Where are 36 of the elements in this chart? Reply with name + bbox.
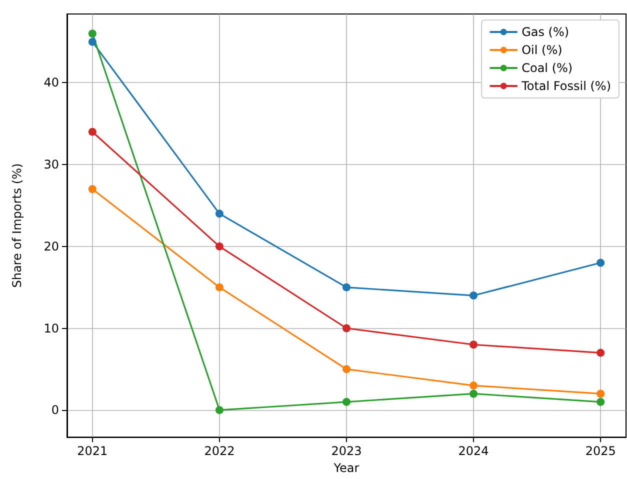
x-tick-label: 2023 <box>331 444 362 458</box>
x-tick-label: 2021 <box>77 444 108 458</box>
point <box>88 30 96 38</box>
y-tick-label: 30 <box>44 158 59 172</box>
legend-label: Coal (%) <box>522 61 573 75</box>
point <box>88 38 96 46</box>
point <box>596 348 605 357</box>
point <box>596 398 605 406</box>
point <box>342 398 350 406</box>
legend-label: Total Fossil (%) <box>520 79 612 93</box>
point <box>342 324 350 332</box>
point <box>470 382 478 390</box>
point <box>342 283 350 292</box>
x-tick-label: 2024 <box>458 444 489 458</box>
point <box>596 258 605 267</box>
legend-label: Gas (%) <box>522 25 570 39</box>
point <box>342 365 350 374</box>
point <box>215 406 224 414</box>
point <box>470 390 478 398</box>
y-tick-label: 10 <box>44 321 59 336</box>
x-axis-title: Year <box>332 461 360 475</box>
point <box>215 283 224 292</box>
point <box>596 390 605 398</box>
legend-label: Oil (%) <box>522 43 562 57</box>
x-tick-label: 2022 <box>204 444 235 458</box>
point <box>215 210 224 218</box>
y-tick-label: 40 <box>44 76 59 90</box>
point <box>470 340 478 349</box>
point <box>470 292 478 300</box>
y-axis-title: Share of Imports (%) <box>10 163 24 288</box>
y-tick-label: 0 <box>51 403 59 418</box>
point <box>88 185 96 194</box>
x-tick-label: 2025 <box>585 444 616 458</box>
y-tick-label: 20 <box>44 239 59 254</box>
point <box>88 128 96 136</box>
point <box>215 242 224 250</box>
